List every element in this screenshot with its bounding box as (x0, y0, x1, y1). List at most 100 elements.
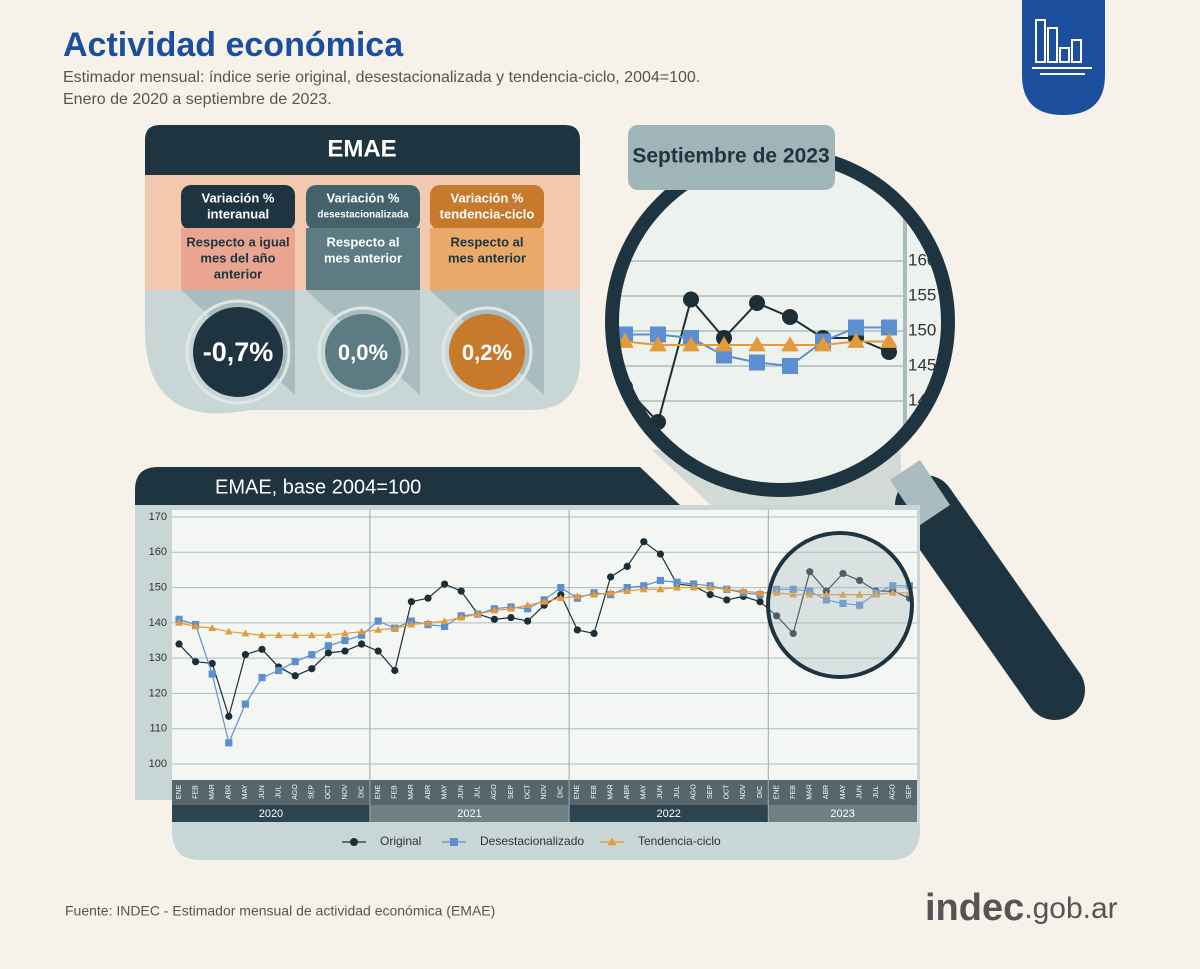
marker (749, 295, 765, 311)
x-tick-label: MAR (209, 784, 216, 800)
marker (789, 585, 797, 593)
marker (450, 838, 458, 846)
x-tick-label: ABR (425, 785, 432, 799)
kpi-description: anterior (214, 266, 262, 281)
marker (357, 627, 366, 635)
marker (374, 625, 383, 633)
year-band (369, 805, 570, 822)
kpi-description: mes anterior (324, 250, 402, 265)
marker (374, 647, 382, 655)
kpi-ring (185, 299, 291, 405)
marker (557, 583, 565, 592)
y-tick-label: 100 (149, 758, 167, 770)
x-tick-label: AGO (690, 784, 697, 800)
marker (440, 617, 449, 624)
marker (258, 645, 266, 653)
x-tick-label: MAY (242, 784, 249, 799)
subtitle: Enero de 2020 a septiembre de 2023. (63, 91, 332, 108)
kpi-desc-box (306, 228, 420, 290)
x-tick-label: FEB (192, 785, 199, 799)
marker (839, 590, 847, 598)
kpi-label: Variación % (202, 190, 275, 205)
kpi-value: 0,0% (338, 340, 388, 365)
kpi-description: Respecto al (327, 234, 400, 249)
x-tick-label: FEB (790, 785, 797, 799)
marker (208, 624, 217, 632)
kpi-ring (317, 306, 409, 398)
marker (224, 627, 233, 635)
marker (706, 583, 715, 591)
marker (307, 631, 316, 639)
marker (523, 601, 532, 609)
marker (358, 631, 366, 639)
marker (424, 594, 432, 602)
year-band (172, 805, 370, 822)
marker (590, 629, 598, 638)
logo-main: indec (925, 887, 1024, 929)
marker (872, 590, 881, 598)
kpi-desc-box (430, 228, 544, 290)
year-label: 2020 (259, 808, 283, 820)
source: Fuente: INDEC - Estimador mensual de act… (65, 903, 495, 919)
marker (855, 590, 864, 598)
x-tick-label: JUN (657, 785, 664, 799)
series-line (612, 340, 889, 346)
marker (441, 622, 449, 630)
marker (324, 642, 332, 650)
kpi-value: 0,2% (462, 340, 512, 365)
marker (889, 582, 897, 590)
marker (649, 336, 667, 352)
marker (715, 336, 733, 352)
chart-panel: EMAE, base 2004=100 (135, 467, 920, 860)
x-tick-label: ENE (773, 784, 780, 799)
y-tick-label: 170 (149, 511, 167, 523)
marker (291, 631, 300, 639)
year-band (569, 805, 769, 822)
marker (781, 336, 799, 352)
marker (208, 670, 216, 678)
kpi-sublabel: interanual (207, 206, 269, 221)
marker (424, 618, 432, 626)
marker (782, 309, 798, 325)
kpi-desc-box (181, 228, 295, 290)
x-tick-label: JUN (458, 785, 465, 799)
marker (881, 344, 897, 360)
inset-tick-label: 145 (908, 355, 936, 374)
marker (650, 326, 666, 343)
x-tick-label: MAR (607, 784, 614, 800)
marker (789, 590, 798, 598)
y-tick-label: 160 (149, 546, 167, 558)
x-tick-label: MAY (441, 784, 448, 799)
marker (573, 626, 582, 634)
marker (656, 585, 665, 593)
x-tick-label: JUL (873, 786, 880, 799)
x-tick-label: JUN (856, 785, 863, 799)
y-tick-label: 120 (149, 687, 167, 699)
marker (847, 332, 865, 348)
marker (814, 336, 832, 352)
x-tick-label: SEP (309, 785, 316, 799)
x-tick-label: MAY (641, 784, 648, 799)
legend-label: Desestacionalizado (480, 834, 584, 848)
marker (623, 587, 632, 594)
marker (457, 587, 465, 595)
x-tick-label: JUN (259, 785, 266, 799)
marker (457, 613, 466, 621)
marker (640, 538, 648, 546)
marker (773, 612, 781, 620)
marker (407, 620, 416, 628)
year-band (768, 805, 917, 822)
marker (856, 576, 864, 585)
marker (822, 590, 831, 598)
marker (716, 347, 732, 364)
marker (839, 569, 847, 578)
legend-label: Original (380, 834, 421, 848)
x-tick-label: OCT (724, 784, 731, 800)
marker (682, 336, 700, 352)
x-tick-label: NOV (342, 784, 349, 800)
x-tick-label: MAY (840, 784, 847, 799)
x-tick-label: JUL (475, 786, 482, 799)
kpi-sublabel: tendencia-ciclo (440, 206, 535, 221)
marker (391, 666, 399, 675)
marker (225, 712, 233, 720)
